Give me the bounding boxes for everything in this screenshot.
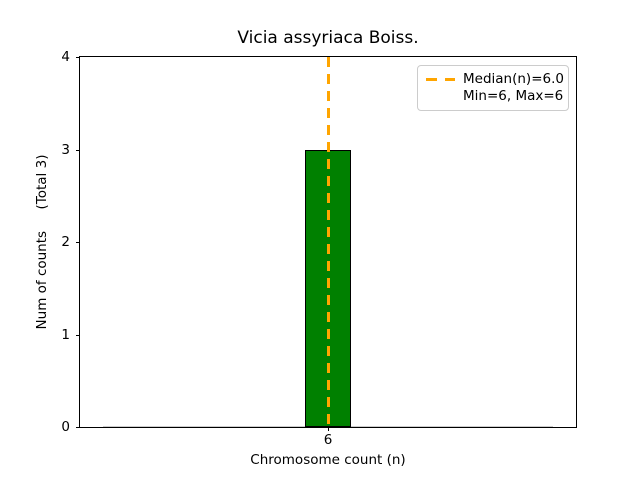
legend: Median(n)=6.0 Min=6, Max=6 — [417, 65, 569, 111]
y-tick-mark — [76, 57, 80, 58]
median-dash-sample-icon — [426, 78, 455, 81]
legend-sample-spacer — [426, 95, 455, 98]
legend-row-median: Median(n)=6.0 — [426, 71, 564, 88]
y-tick-mark — [76, 427, 80, 428]
chart-title: Vicia assyriaca Boiss. — [237, 28, 419, 48]
y-tick-mark — [76, 149, 80, 151]
y-tick-mark — [76, 334, 80, 336]
y-tick-label: 4 — [61, 49, 70, 65]
y-tick-label: 2 — [61, 234, 70, 250]
plot-area — [79, 56, 577, 428]
x-tick-label: 6 — [323, 432, 333, 448]
y-tick-label: 1 — [61, 326, 70, 343]
y-tick-label: 3 — [61, 141, 70, 158]
legend-row-minmax: Min=6, Max=6 — [426, 88, 564, 105]
legend-label-minmax: Min=6, Max=6 — [463, 88, 564, 104]
x-tick-mark — [328, 427, 329, 431]
median-line — [326, 57, 330, 427]
y-tick-label: 0 — [61, 419, 70, 435]
legend-label-median: Median(n)=6.0 — [463, 71, 564, 87]
y-tick-mark — [76, 242, 80, 243]
x-axis-label: Chromosome count (n) — [250, 452, 406, 468]
